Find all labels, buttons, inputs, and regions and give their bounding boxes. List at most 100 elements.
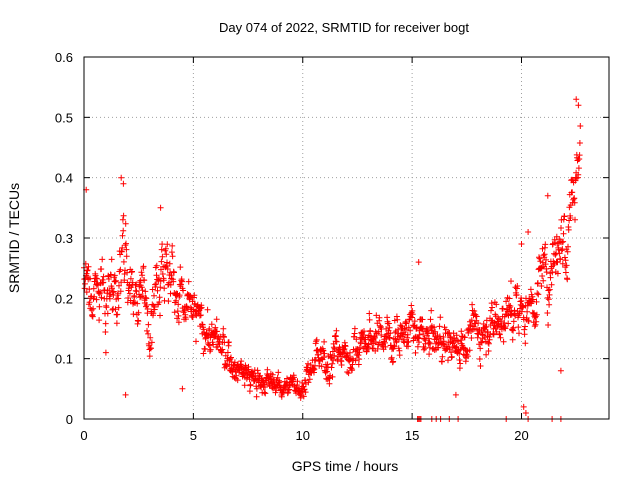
data-point: [143, 295, 150, 302]
data-point: [119, 216, 126, 223]
data-point: [439, 353, 446, 360]
data-point: [559, 260, 566, 267]
data-point: [540, 277, 547, 284]
data-point: [570, 196, 577, 203]
data-point: [158, 246, 165, 253]
data-point: [306, 376, 313, 383]
data-point: [521, 331, 528, 338]
data-point: [174, 308, 181, 315]
chart-title: Day 074 of 2022, SRMTID for receiver bog…: [219, 20, 469, 35]
data-point: [219, 346, 226, 353]
data-point: [515, 324, 522, 331]
data-point: [221, 334, 227, 341]
data-point: [557, 256, 564, 263]
data-point: [189, 314, 196, 321]
data-point: [513, 291, 520, 298]
y-tick-label: 0.4: [55, 171, 73, 186]
data-point: [533, 318, 540, 325]
data-point: [233, 372, 240, 379]
data-point: [559, 239, 566, 246]
data-point: [157, 278, 164, 285]
data-point: [431, 324, 437, 331]
data-point: [469, 301, 476, 308]
data-point: [121, 277, 128, 284]
data-point: [227, 355, 234, 362]
data-point: [291, 374, 297, 381]
data-point: [138, 284, 145, 291]
data-point: [485, 340, 492, 347]
y-tick-label: 0.2: [55, 291, 73, 306]
data-point: [159, 253, 166, 260]
data-point: [342, 343, 349, 350]
data-point: [191, 292, 198, 299]
data-point: [573, 175, 580, 182]
data-point: [446, 346, 453, 352]
data-point: [409, 314, 415, 321]
data-point: [361, 328, 367, 335]
data-point: [145, 330, 152, 337]
data-point: [557, 367, 564, 374]
data-point: [531, 323, 538, 330]
y-tick-label: 0.1: [55, 352, 73, 367]
data-point: [464, 353, 471, 360]
data-point: [82, 280, 88, 287]
data-point: [164, 266, 171, 272]
data-point: [488, 307, 494, 314]
data-point: [565, 243, 571, 250]
data-point: [96, 317, 103, 324]
data-point: [366, 316, 373, 323]
data-point: [212, 324, 219, 331]
data-point: [97, 289, 104, 295]
data-point: [151, 292, 157, 299]
data-point: [563, 262, 570, 269]
data-point: [177, 264, 184, 271]
data-point: [120, 258, 127, 265]
data-point: [120, 180, 127, 187]
data-point: [485, 339, 492, 346]
x-tick-label: 0: [80, 428, 87, 443]
data-point: [347, 349, 353, 356]
data-point: [301, 386, 308, 393]
data-point: [330, 357, 337, 364]
data-point: [577, 123, 584, 129]
data-point: [532, 321, 539, 328]
data-point: [302, 377, 309, 384]
data-point: [142, 288, 149, 295]
data-point: [510, 318, 517, 325]
data-point: [144, 327, 150, 334]
data-point: [86, 299, 93, 306]
data-point: [96, 303, 103, 310]
data-point: [85, 263, 92, 270]
data-point: [538, 283, 545, 289]
data-point: [99, 256, 106, 263]
data-point: [548, 281, 555, 288]
data-point: [522, 410, 529, 416]
data-point: [112, 306, 119, 313]
data-point: [569, 189, 576, 196]
data-point: [261, 389, 268, 396]
data-point: [135, 318, 142, 325]
data-point: [89, 313, 96, 320]
data-point: [445, 357, 451, 364]
data-point: [204, 332, 211, 339]
x-tick-label: 5: [190, 428, 197, 443]
data-point: [391, 343, 398, 350]
data-point: [545, 296, 552, 303]
data-point: [503, 298, 510, 305]
data-point: [567, 215, 574, 221]
data-point: [448, 353, 455, 360]
data-point: [333, 327, 340, 334]
data-point: [355, 361, 362, 368]
data-point: [356, 344, 363, 351]
data-point: [132, 282, 139, 289]
data-point: [159, 241, 166, 248]
data-point: [109, 289, 116, 296]
data-point: [307, 362, 314, 368]
data-point: [119, 244, 126, 251]
data-point: [539, 273, 546, 279]
data-point: [505, 320, 512, 327]
data-point: [495, 315, 501, 322]
data-point: [404, 331, 411, 338]
data-point: [165, 298, 172, 305]
